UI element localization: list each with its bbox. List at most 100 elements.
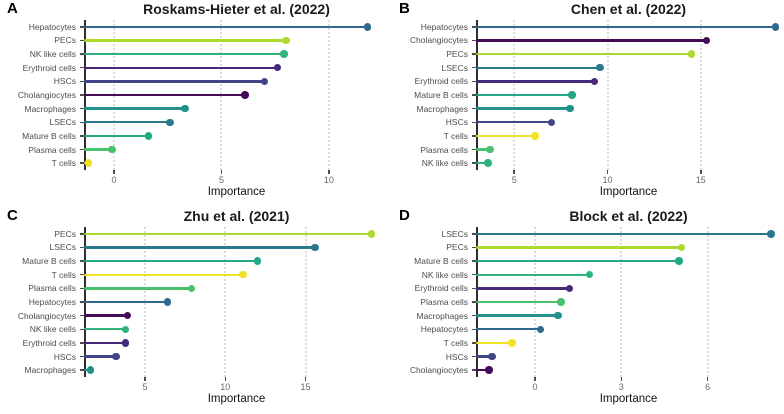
lollipop-dot: [557, 298, 565, 306]
y-tick: [472, 233, 476, 235]
y-axis-label: Macrophages: [416, 310, 468, 321]
y-tick: [472, 314, 476, 317]
lollipop-dot: [84, 159, 93, 167]
y-tick: [472, 135, 476, 137]
y-axis-label: T cells: [443, 337, 468, 348]
panel-letter: D: [399, 207, 410, 224]
lollipop-dot: [280, 50, 288, 58]
lollipop-line: [84, 25, 368, 28]
x-tick-label: 15: [695, 175, 706, 185]
y-tick: [80, 39, 84, 42]
y-axis-label: NK like cells: [421, 158, 468, 169]
lollipop-line: [476, 287, 570, 290]
lollipop-line: [476, 121, 552, 124]
y-axis-label: PECs: [446, 49, 468, 60]
lollipop-line: [84, 246, 316, 249]
y-axis-label: NK like cells: [29, 324, 76, 335]
lollipop-line: [476, 66, 601, 69]
lollipop-dot: [273, 63, 282, 72]
x-tick-label: 15: [300, 382, 311, 392]
lollipop-line: [84, 107, 185, 110]
lollipop-dot: [166, 118, 174, 127]
lollipop-dot: [566, 104, 574, 113]
x-tick-label: 5: [142, 382, 148, 392]
lollipop-line: [476, 368, 489, 372]
lollipop-dot: [687, 50, 696, 58]
y-axis-label: Macrophages: [24, 103, 76, 114]
x-tick: [706, 377, 709, 381]
lollipop-line: [84, 134, 149, 138]
y-tick: [472, 301, 476, 303]
lollipop-dot: [547, 118, 556, 127]
lollipop-line: [84, 328, 126, 331]
lollipop-dot: [121, 325, 130, 334]
x-axis-title: Importance: [207, 393, 266, 405]
y-axis-label: Erythroid cells: [414, 76, 468, 87]
y-tick: [80, 26, 84, 28]
lollipop-dot: [585, 270, 594, 279]
y-axis-label: PECs: [446, 242, 468, 253]
lollipop-dot: [771, 23, 780, 31]
y-axis-label: HSCs: [445, 351, 468, 362]
y-tick: [472, 94, 476, 96]
lollipop-line: [476, 341, 512, 345]
y-axis-label: Mature B cells: [22, 256, 76, 267]
panel-A: A Roskams-Hieter et al. (2022) 0 5 10 Hepatoc…: [0, 0, 392, 207]
panel-B: B Chen et al. (2022) 5 10 15 Hepatocytes Chola…: [392, 0, 784, 207]
x-gridline: [327, 20, 330, 170]
x-gridline: [304, 227, 307, 377]
x-gridline: [706, 227, 709, 377]
lollipop-line: [84, 121, 170, 124]
lollipop-dot: [311, 243, 319, 252]
lollipop-dot: [677, 243, 686, 252]
lollipop-dot: [367, 230, 376, 238]
y-axis-label: T cells: [51, 269, 76, 280]
y-tick: [472, 355, 476, 358]
lollipop-line: [84, 52, 284, 56]
y-tick: [80, 135, 84, 137]
y-tick: [472, 39, 476, 42]
y-axis-label: Plasma cells: [28, 283, 76, 294]
panel-letter: A: [7, 0, 18, 17]
panel-letter: B: [399, 0, 410, 17]
y-tick: [472, 369, 476, 371]
y-tick: [80, 233, 84, 235]
panel-title: Roskams-Hieter et al. (2022): [143, 1, 330, 17]
x-tick-label: 10: [602, 175, 613, 185]
x-tick-label: 0: [532, 382, 538, 392]
lollipop-dot: [260, 77, 269, 86]
lollipop-line: [476, 52, 692, 56]
lollipop-dot: [565, 284, 574, 293]
y-axis-label: Cholangiocytes: [17, 90, 76, 100]
lollipop-line: [84, 259, 258, 263]
y-axis-label: HSCs: [445, 117, 468, 128]
y-tick: [80, 148, 84, 151]
y-axis-label: Plasma cells: [420, 297, 468, 307]
y-tick: [80, 273, 84, 276]
x-axis-title: Importance: [599, 186, 658, 198]
lollipop-line: [476, 246, 682, 249]
lollipop-line: [84, 314, 128, 317]
y-tick: [80, 80, 84, 83]
y-tick: [472, 107, 476, 110]
panel-D: D Block et al. (2022) 0 3 6 LSECs PECs Mature B…: [392, 207, 784, 414]
y-tick: [80, 301, 84, 303]
y-tick: [472, 148, 476, 151]
y-axis-label: LSECs: [441, 228, 468, 239]
panel-title: Block et al. (2022): [569, 208, 688, 224]
lollipop-line: [476, 259, 679, 263]
panel-title: Zhu et al. (2021): [183, 208, 290, 224]
y-tick: [472, 287, 476, 290]
lollipop-line: [84, 300, 168, 304]
y-axis-label: Macrophages: [24, 365, 76, 376]
y-tick: [80, 260, 84, 262]
lollipop-line: [84, 341, 126, 345]
lollipop-dot: [187, 284, 196, 293]
y-tick: [472, 260, 476, 262]
x-tick-label: 6: [705, 382, 711, 392]
lollipop-dot: [596, 63, 604, 72]
lollipop-dot: [531, 132, 539, 140]
y-axis-label: T cells: [51, 158, 76, 169]
y-axis-label: Plasma cells: [28, 144, 76, 155]
lollipop-dot: [121, 339, 130, 347]
